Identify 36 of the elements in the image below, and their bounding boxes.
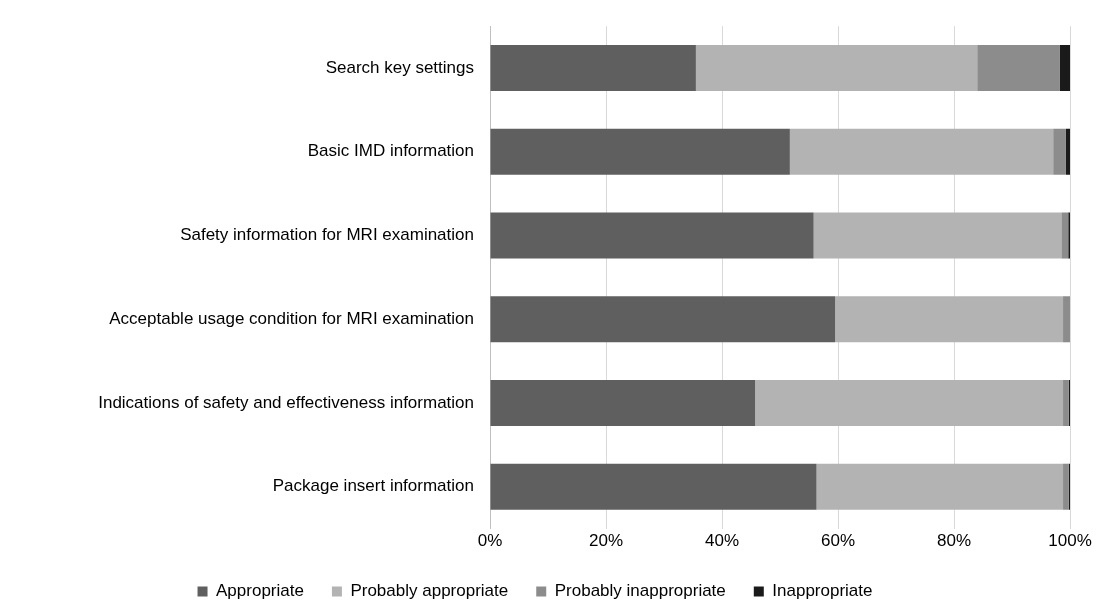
bar <box>816 463 1064 510</box>
bar <box>1063 463 1069 510</box>
bar <box>490 379 756 427</box>
legend-label: Probably appropriate <box>350 581 509 601</box>
bar <box>755 379 1064 427</box>
legend-label: Probably inappropriate <box>554 581 726 601</box>
bar <box>813 212 1062 259</box>
y-tick-label: Search key settings <box>325 57 474 77</box>
y-tick-label: Acceptable usage condition for MRI examination <box>109 308 474 328</box>
bar <box>695 45 978 92</box>
x-tick-label: 60% <box>820 531 856 551</box>
x-tick-label: 20% <box>588 531 624 551</box>
bar <box>1065 128 1070 175</box>
x-tick-label: 40% <box>704 531 740 551</box>
legend-label: Appropriate <box>216 581 304 601</box>
bar <box>835 296 1064 343</box>
bar <box>490 296 836 343</box>
bar <box>490 45 696 92</box>
bar <box>1061 212 1069 259</box>
bar <box>977 45 1060 92</box>
x-tick-label: 0% <box>477 531 503 551</box>
bar <box>490 463 817 510</box>
y-tick-label: Basic IMD information <box>307 141 474 161</box>
bar <box>490 212 814 259</box>
bar <box>1053 128 1066 175</box>
x-tick-label: 80% <box>936 531 972 551</box>
x-tick-label: 100% <box>1048 531 1092 551</box>
bar <box>1059 45 1070 92</box>
bar <box>1063 296 1070 343</box>
y-tick-label: Indications of safety and effectiveness information <box>98 392 474 412</box>
y-tick-label: Package insert information <box>272 476 474 496</box>
bar <box>1063 379 1069 427</box>
y-tick-label: Safety information for MRI examination <box>180 225 474 245</box>
bar <box>789 128 1054 175</box>
bar <box>490 128 790 175</box>
legend-label: Inappropriate <box>772 581 873 601</box>
